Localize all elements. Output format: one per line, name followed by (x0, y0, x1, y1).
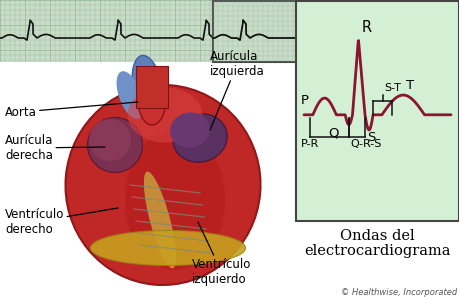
FancyBboxPatch shape (295, 1, 458, 221)
Text: Ondas del: Ondas del (340, 229, 414, 243)
Ellipse shape (65, 85, 260, 285)
Text: Aurícula
derecha: Aurícula derecha (5, 134, 105, 162)
Text: Aurícula
izquierda: Aurícula izquierda (210, 50, 264, 130)
Ellipse shape (138, 75, 166, 125)
Text: S: S (366, 131, 375, 144)
FancyBboxPatch shape (0, 0, 459, 62)
Text: P: P (300, 94, 308, 106)
Ellipse shape (172, 114, 227, 162)
FancyBboxPatch shape (136, 66, 168, 108)
Text: T: T (405, 79, 414, 92)
Text: S-T: S-T (384, 83, 401, 93)
Ellipse shape (87, 118, 142, 172)
Ellipse shape (125, 130, 224, 270)
Ellipse shape (90, 230, 245, 266)
Ellipse shape (127, 88, 202, 142)
Ellipse shape (144, 172, 176, 268)
Text: Ventrículo
derecho: Ventrículo derecho (5, 208, 118, 236)
Ellipse shape (89, 119, 131, 161)
FancyBboxPatch shape (0, 62, 295, 300)
FancyBboxPatch shape (213, 1, 297, 62)
Text: R: R (361, 20, 371, 35)
Text: Aorta: Aorta (5, 102, 138, 119)
Text: © Healthwise, Incorporated: © Healthwise, Incorporated (340, 288, 456, 297)
Text: Ventrículo
izquierdo: Ventrículo izquierdo (191, 222, 251, 286)
Text: P-R: P-R (300, 139, 319, 149)
Text: electrocardiograma: electrocardiograma (303, 244, 450, 258)
Ellipse shape (132, 56, 163, 124)
Ellipse shape (116, 71, 143, 119)
Text: Q: Q (328, 127, 338, 140)
Text: Q-R-S: Q-R-S (350, 139, 381, 149)
Ellipse shape (170, 112, 209, 148)
